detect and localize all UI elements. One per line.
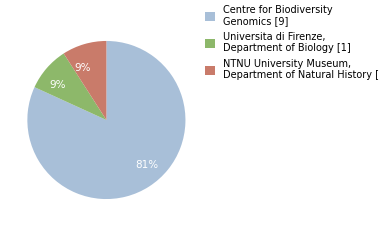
Text: 9%: 9% <box>49 80 66 90</box>
Legend: Centre for Biodiversity
Genomics [9], Universita di Firenze,
Department of Biolo: Centre for Biodiversity Genomics [9], Un… <box>205 5 380 80</box>
Text: 81%: 81% <box>135 160 158 170</box>
Wedge shape <box>64 41 106 120</box>
Text: 9%: 9% <box>75 63 91 73</box>
Wedge shape <box>27 41 185 199</box>
Wedge shape <box>35 54 106 120</box>
